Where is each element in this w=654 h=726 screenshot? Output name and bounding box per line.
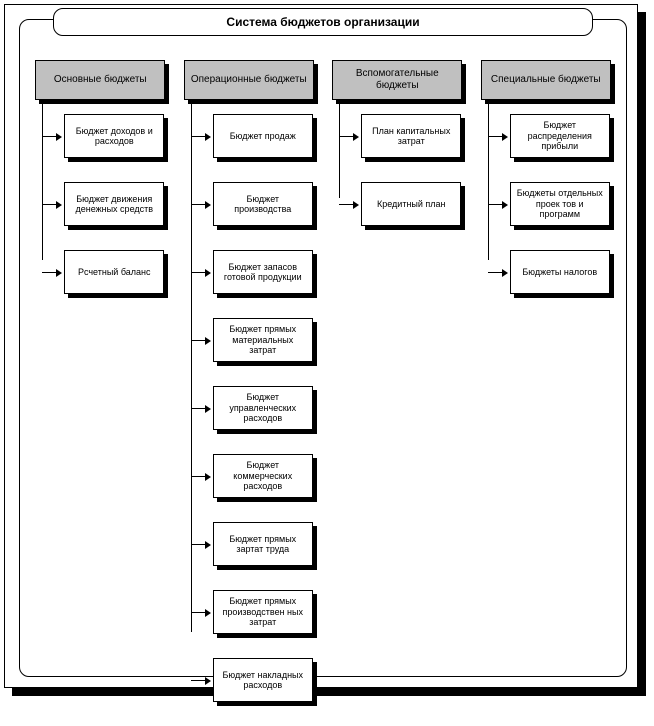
columns-container: Основные бюджеты Бюджет доходов и расходо…: [20, 60, 626, 726]
arrow-right-icon: [205, 133, 211, 141]
arrow-right-icon: [56, 133, 62, 141]
arrow-right-icon: [205, 201, 211, 209]
item-box-wrap: План капитальных затрат: [361, 114, 461, 158]
item-box-wrap: Бюджет запасов готовой продукции: [213, 250, 313, 294]
item-row: Бюджет управленческих расходов: [179, 386, 319, 448]
diagram-title: Система бюджетов организации: [53, 8, 593, 36]
inner-panel: Система бюджетов организации Основные бю…: [19, 19, 627, 677]
category-header-wrap: Основные бюджеты: [35, 60, 165, 100]
item-box: Бюджет коммерческих расходов: [213, 454, 313, 498]
column-3: Специальные бюджеты Бюджет распределения …: [476, 60, 616, 726]
category-header: Вспомогательные бюджеты: [332, 60, 462, 100]
column-1: Операционные бюджетыБюджет продажБюджет …: [179, 60, 319, 726]
arrow-right-icon: [353, 201, 359, 209]
item-box-wrap: Бюджет распределения прибыли: [510, 114, 610, 158]
item-row: Бюджет производства: [179, 182, 319, 244]
category-header-wrap: Операционные бюджеты: [184, 60, 314, 100]
item-box: Бюджет прямых материальных затрат: [213, 318, 313, 362]
item-row: Бюджет коммерческих расходов: [179, 454, 319, 516]
category-header-wrap: Специальные бюджеты: [481, 60, 611, 100]
arrow-right-icon: [205, 337, 211, 345]
category-header-wrap: Вспомогательные бюджеты: [332, 60, 462, 100]
item-box: Рсчетный баланс: [64, 250, 164, 294]
outer-box: Система бюджетов организации Основные бю…: [4, 4, 638, 688]
item-box: Кредитный план: [361, 182, 461, 226]
item-box-wrap: Бюджет продаж: [213, 114, 313, 158]
item-box: Бюджет распределения прибыли: [510, 114, 610, 158]
item-row: Бюджет запасов готовой продукции: [179, 250, 319, 312]
category-header: Специальные бюджеты: [481, 60, 611, 100]
item-box: Бюджет прямых зартат труда: [213, 522, 313, 566]
item-box: Бюджет производства: [213, 182, 313, 226]
item-box-wrap: Бюджет движения денежных средств: [64, 182, 164, 226]
diagram-root: Система бюджетов организации Основные бю…: [0, 0, 654, 704]
item-box-wrap: Бюджет накладных расходов: [213, 658, 313, 702]
arrow-right-icon: [502, 201, 508, 209]
arrow-right-icon: [502, 269, 508, 277]
item-row: Бюджет прямых материальных затрат: [179, 318, 319, 380]
arrow-right-icon: [205, 609, 211, 617]
item-box-wrap: Рсчетный баланс: [64, 250, 164, 294]
arrow-right-icon: [205, 269, 211, 277]
item-row: Бюджеты отдельных проек тов и программ: [476, 182, 616, 244]
item-box-wrap: Бюджет прямых зартат труда: [213, 522, 313, 566]
items-pane: Бюджет распределения прибыли Бюджеты отде…: [476, 114, 616, 312]
item-box-wrap: Бюджет прямых материальных затрат: [213, 318, 313, 362]
item-row: Бюджет прямых производствен ных затрат: [179, 590, 319, 652]
item-box: План капитальных затрат: [361, 114, 461, 158]
item-box-wrap: Бюджеты налогов: [510, 250, 610, 294]
arrow-right-icon: [353, 133, 359, 141]
arrow-right-icon: [205, 405, 211, 413]
item-box: Бюджет запасов готовой продукции: [213, 250, 313, 294]
item-box-wrap: Бюджет коммерческих расходов: [213, 454, 313, 498]
items-pane: Бюджет продаж Бюджет производства Бюджет з…: [179, 114, 319, 720]
item-box-wrap: Бюджет производства: [213, 182, 313, 226]
item-box-wrap: Кредитный план: [361, 182, 461, 226]
arrow-right-icon: [205, 473, 211, 481]
item-box: Бюджеты отдельных проек тов и программ: [510, 182, 610, 226]
item-row: План капитальных затрат: [327, 114, 467, 176]
item-row: Рсчетный баланс: [30, 250, 170, 312]
arrow-right-icon: [56, 201, 62, 209]
category-header: Операционные бюджеты: [184, 60, 314, 100]
category-header: Основные бюджеты: [35, 60, 165, 100]
item-box: Бюджет движения денежных средств: [64, 182, 164, 226]
arrow-right-icon: [56, 269, 62, 277]
arrow-right-icon: [205, 677, 211, 685]
item-box: Бюджет управленческих расходов: [213, 386, 313, 430]
arrow-right-icon: [205, 541, 211, 549]
item-box: Бюджеты налогов: [510, 250, 610, 294]
item-box-wrap: Бюджет прямых производствен ных затрат: [213, 590, 313, 634]
item-row: Бюджет распределения прибыли: [476, 114, 616, 176]
item-row: Кредитный план: [327, 182, 467, 244]
item-row: Бюджет доходов и расходов: [30, 114, 170, 176]
items-pane: План капитальных затрат Кредитный план: [327, 114, 467, 244]
item-box: Бюджет накладных расходов: [213, 658, 313, 702]
item-box-wrap: Бюджет управленческих расходов: [213, 386, 313, 430]
item-box-wrap: Бюджеты отдельных проек тов и программ: [510, 182, 610, 226]
item-box: Бюджет доходов и расходов: [64, 114, 164, 158]
arrow-right-icon: [502, 133, 508, 141]
item-row: Бюджет накладных расходов: [179, 658, 319, 720]
column-0: Основные бюджеты Бюджет доходов и расходо…: [30, 60, 170, 726]
column-2: Вспомогательные бюджеты План капитальных …: [327, 60, 467, 726]
item-box: Бюджет прямых производствен ных затрат: [213, 590, 313, 634]
item-box-wrap: Бюджет доходов и расходов: [64, 114, 164, 158]
item-row: Бюджеты налогов: [476, 250, 616, 312]
item-box: Бюджет продаж: [213, 114, 313, 158]
item-row: Бюджет продаж: [179, 114, 319, 176]
item-row: Бюджет прямых зартат труда: [179, 522, 319, 584]
item-row: Бюджет движения денежных средств: [30, 182, 170, 244]
items-pane: Бюджет доходов и расходов Бюджет движения…: [30, 114, 170, 312]
